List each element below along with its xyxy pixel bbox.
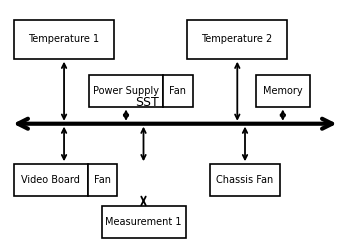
Text: SST: SST xyxy=(135,96,159,109)
Text: Chassis Fan: Chassis Fan xyxy=(216,175,274,185)
Text: Memory: Memory xyxy=(263,86,302,96)
FancyBboxPatch shape xyxy=(210,164,280,196)
FancyBboxPatch shape xyxy=(89,75,163,107)
FancyBboxPatch shape xyxy=(14,20,114,59)
Text: Video Board: Video Board xyxy=(21,175,80,185)
Text: Power Supply: Power Supply xyxy=(93,86,159,96)
FancyBboxPatch shape xyxy=(163,75,192,107)
Text: Temperature 1: Temperature 1 xyxy=(28,34,99,44)
Text: Fan: Fan xyxy=(169,86,186,96)
Text: Measurement 1: Measurement 1 xyxy=(105,217,182,227)
FancyBboxPatch shape xyxy=(256,75,310,107)
FancyBboxPatch shape xyxy=(102,206,186,238)
Text: Fan: Fan xyxy=(94,175,111,185)
Text: Temperature 2: Temperature 2 xyxy=(202,34,273,44)
FancyBboxPatch shape xyxy=(14,164,88,196)
FancyBboxPatch shape xyxy=(187,20,287,59)
FancyBboxPatch shape xyxy=(88,164,117,196)
